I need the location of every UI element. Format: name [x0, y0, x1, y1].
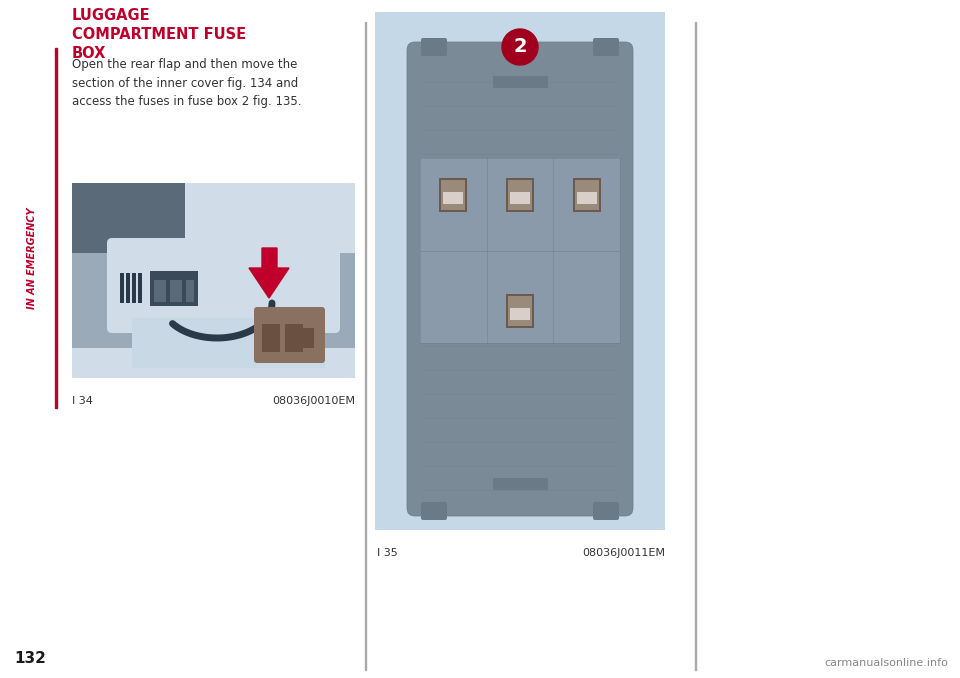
- Bar: [508, 296, 532, 326]
- FancyBboxPatch shape: [407, 42, 633, 516]
- Bar: [126, 273, 130, 303]
- Bar: [506, 294, 534, 328]
- Circle shape: [502, 29, 538, 65]
- Bar: [492, 478, 547, 490]
- Bar: [132, 273, 136, 303]
- Text: 08036J0010EM: 08036J0010EM: [272, 396, 355, 406]
- Bar: [442, 180, 466, 210]
- Bar: [695, 22, 696, 670]
- Bar: [577, 192, 597, 204]
- Text: 08036J0011EM: 08036J0011EM: [582, 548, 665, 558]
- Bar: [55, 48, 57, 408]
- Bar: [170, 280, 182, 302]
- FancyBboxPatch shape: [254, 307, 325, 363]
- Text: IN AN EMERGENCY: IN AN EMERGENCY: [27, 207, 37, 308]
- Bar: [72, 183, 185, 253]
- Bar: [72, 183, 355, 378]
- FancyBboxPatch shape: [593, 38, 619, 56]
- Bar: [510, 308, 530, 320]
- Bar: [573, 178, 601, 212]
- Bar: [444, 192, 464, 204]
- Text: I 34: I 34: [72, 396, 93, 406]
- Bar: [375, 12, 665, 530]
- Bar: [492, 76, 547, 88]
- Text: 132: 132: [14, 651, 46, 666]
- Text: Open the rear flap and then move the
section of the inner cover fig. 134 and
acc: Open the rear flap and then move the sec…: [72, 58, 301, 108]
- FancyBboxPatch shape: [421, 502, 447, 520]
- FancyBboxPatch shape: [421, 38, 447, 56]
- Bar: [420, 158, 620, 343]
- FancyBboxPatch shape: [107, 238, 340, 333]
- Bar: [508, 180, 532, 210]
- Text: 2: 2: [514, 37, 527, 56]
- Bar: [72, 253, 355, 348]
- Text: carmanualsonline.info: carmanualsonline.info: [824, 658, 948, 668]
- Text: LUGGAGE
COMPARTMENT FUSE
BOX: LUGGAGE COMPARTMENT FUSE BOX: [72, 8, 246, 62]
- Bar: [262, 324, 280, 352]
- FancyBboxPatch shape: [593, 502, 619, 520]
- Bar: [150, 271, 198, 306]
- Bar: [302, 328, 314, 348]
- Bar: [138, 273, 142, 303]
- Bar: [575, 180, 599, 210]
- Bar: [132, 318, 325, 368]
- Bar: [365, 22, 366, 670]
- Bar: [506, 178, 534, 212]
- Bar: [440, 178, 468, 212]
- Bar: [510, 192, 530, 204]
- Bar: [154, 280, 166, 302]
- Bar: [285, 324, 303, 352]
- Bar: [120, 273, 124, 303]
- Polygon shape: [249, 248, 289, 298]
- Bar: [186, 280, 194, 302]
- Text: I 35: I 35: [377, 548, 397, 558]
